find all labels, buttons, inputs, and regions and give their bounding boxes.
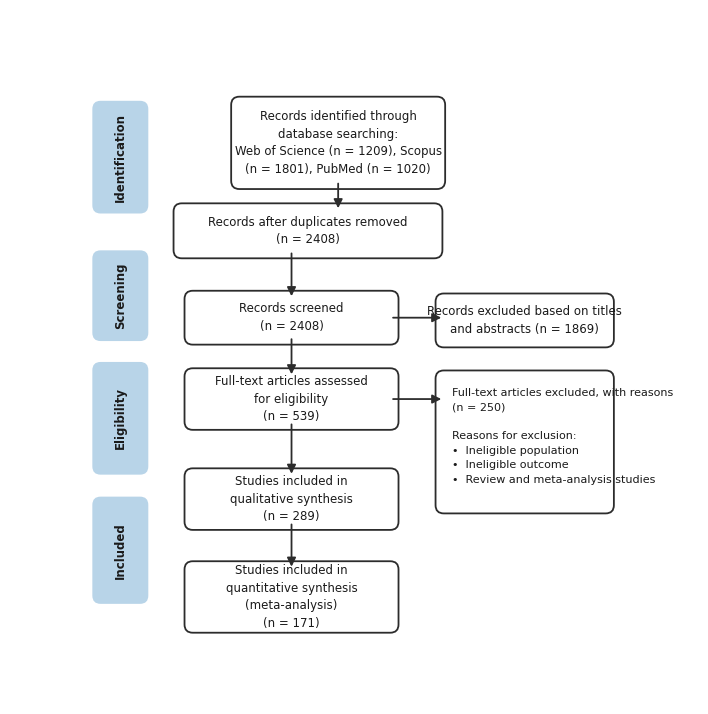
FancyBboxPatch shape	[435, 371, 614, 513]
FancyBboxPatch shape	[185, 291, 399, 345]
FancyBboxPatch shape	[231, 96, 445, 189]
FancyBboxPatch shape	[173, 203, 442, 258]
Text: Studies included in
qualitative synthesis
(n = 289): Studies included in qualitative synthesi…	[230, 475, 353, 523]
Text: Full-text articles excluded, with reasons
(n = 250)

Reasons for exclusion:
•  I: Full-text articles excluded, with reason…	[452, 388, 673, 485]
Text: Identification: Identification	[114, 113, 127, 201]
FancyBboxPatch shape	[185, 561, 399, 633]
Text: Eligibility: Eligibility	[114, 387, 127, 449]
Text: Records identified through
database searching:
Web of Science (n = 1209), Scopus: Records identified through database sear…	[234, 110, 442, 176]
FancyBboxPatch shape	[92, 251, 148, 341]
Text: Records excluded based on titles
and abstracts (n = 1869): Records excluded based on titles and abs…	[428, 305, 622, 336]
Text: Included: Included	[114, 522, 127, 578]
Text: Screening: Screening	[114, 263, 127, 329]
Text: Studies included in
quantitative synthesis
(meta-analysis)
(n = 171): Studies included in quantitative synthes…	[226, 564, 358, 630]
FancyBboxPatch shape	[185, 468, 399, 530]
FancyBboxPatch shape	[185, 368, 399, 430]
FancyBboxPatch shape	[92, 497, 148, 604]
FancyBboxPatch shape	[92, 362, 148, 475]
FancyBboxPatch shape	[435, 293, 614, 348]
Text: Records screened
(n = 2408): Records screened (n = 2408)	[239, 303, 344, 333]
Text: Records after duplicates removed
(n = 2408): Records after duplicates removed (n = 24…	[208, 216, 408, 246]
FancyBboxPatch shape	[92, 101, 148, 213]
Text: Full-text articles assessed
for eligibility
(n = 539): Full-text articles assessed for eligibil…	[215, 375, 368, 423]
